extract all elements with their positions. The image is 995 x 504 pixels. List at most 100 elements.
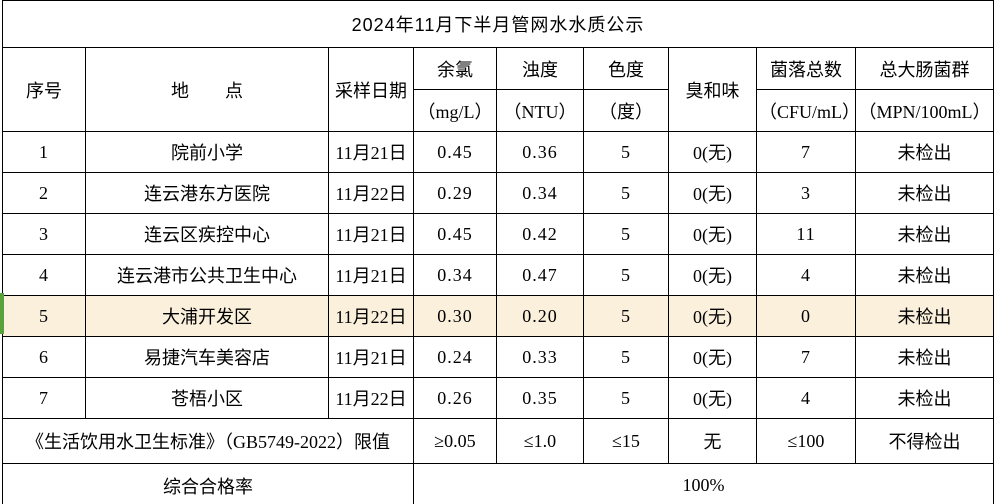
table-row: 7 苍梧小区 11月22日 0.26 0.35 5 0(无) 4 未检出 — [2, 377, 995, 419]
limit-coliform[interactable]: 不得检出 — [854, 418, 995, 464]
page-title: 2024年11月下半月管网水水质公示 — [1, 0, 995, 48]
cell-index[interactable]: 6 — [2, 336, 86, 378]
header-location[interactable]: 地 点 — [85, 47, 329, 132]
cell-location[interactable]: 苍梧小区 — [85, 377, 329, 419]
cell-odor[interactable]: 0(无) — [668, 295, 757, 337]
header-color[interactable]: 色度 — [583, 47, 669, 90]
header-odor[interactable]: 臭和味 — [668, 47, 757, 132]
cell-chlorine[interactable]: 0.26 — [413, 377, 497, 419]
pass-rate-value[interactable]: 100% — [412, 463, 995, 504]
cell-date[interactable]: 11月21日 — [328, 254, 414, 296]
cell-chlorine[interactable]: 0.29 — [413, 172, 497, 214]
header-turbidity[interactable]: 浊度 — [496, 47, 584, 90]
cell-bacteria[interactable]: 3 — [756, 172, 856, 214]
cell-date[interactable]: 11月22日 — [328, 295, 414, 337]
cell-location[interactable]: 连云区疾控中心 — [85, 213, 329, 255]
table-row: 6 易捷汽车美容店 11月21日 0.24 0.33 5 0(无) 7 未检出 — [2, 336, 995, 378]
header-turbidity-unit[interactable]: （NTU） — [496, 89, 584, 132]
cell-coliform[interactable]: 未检出 — [854, 377, 995, 419]
cell-chlorine[interactable]: 0.34 — [413, 254, 497, 296]
cell-color[interactable]: 5 — [583, 377, 669, 419]
cell-color[interactable]: 5 — [583, 336, 669, 378]
standard-limit-row: 《生活饮用水卫生标准》（GB5749-2022）限值 ≥0.05 ≤1.0 ≤1… — [2, 418, 995, 464]
table-row-selected: 5 大浦开发区 11月22日 0.30 0.20 5 0(无) 0 未检出 — [2, 295, 995, 337]
cell-date[interactable]: 11月22日 — [328, 172, 414, 214]
cell-coliform[interactable]: 未检出 — [854, 213, 995, 255]
header-bacteria-unit[interactable]: （CFU/mL） — [756, 89, 856, 132]
cell-coliform[interactable]: 未检出 — [854, 295, 995, 337]
cell-date[interactable]: 11月21日 — [328, 131, 414, 173]
cell-index[interactable]: 7 — [2, 377, 86, 419]
cell-bacteria[interactable]: 7 — [756, 131, 856, 173]
cell-index[interactable]: 4 — [2, 254, 86, 296]
cell-turbidity[interactable]: 0.42 — [496, 213, 584, 255]
cell-odor[interactable]: 0(无) — [668, 254, 757, 296]
cell-location[interactable]: 连云港东方医院 — [85, 172, 329, 214]
header-row-top: 序号 地 点 采样日期 余氯 浊度 色度 臭和味 菌落总数 总大肠菌群 — [2, 47, 995, 132]
cell-bacteria[interactable]: 4 — [756, 377, 856, 419]
cell-turbidity[interactable]: 0.34 — [496, 172, 584, 214]
cell-date[interactable]: 11月21日 — [328, 336, 414, 378]
cell-coliform[interactable]: 未检出 — [854, 131, 995, 173]
cell-bacteria[interactable]: 0 — [756, 295, 856, 337]
table-row: 1 院前小学 11月21日 0.45 0.36 5 0(无) 7 未检出 — [2, 131, 995, 173]
limit-bacteria[interactable]: ≤100 — [756, 418, 856, 464]
table-row: 4 连云港市公共卫生中心 11月21日 0.34 0.47 5 0(无) 4 未… — [2, 254, 995, 296]
header-color-unit[interactable]: （度） — [583, 89, 669, 132]
header-coliform[interactable]: 总大肠菌群 — [854, 47, 995, 90]
cell-location[interactable]: 连云港市公共卫生中心 — [85, 254, 329, 296]
header-index[interactable]: 序号 — [2, 47, 86, 132]
cell-chlorine[interactable]: 0.45 — [413, 131, 497, 173]
cell-coliform[interactable]: 未检出 — [854, 336, 995, 378]
header-chlorine[interactable]: 余氯 — [413, 47, 497, 90]
limit-color[interactable]: ≤15 — [583, 418, 669, 464]
cell-turbidity[interactable]: 0.33 — [496, 336, 584, 378]
limit-label[interactable]: 《生活饮用水卫生标准》（GB5749-2022）限值 — [2, 418, 414, 464]
cell-chlorine[interactable]: 0.30 — [413, 295, 497, 337]
cell-color[interactable]: 5 — [583, 172, 669, 214]
cell-coliform[interactable]: 未检出 — [854, 254, 995, 296]
cell-odor[interactable]: 0(无) — [668, 213, 757, 255]
cell-chlorine[interactable]: 0.24 — [413, 336, 497, 378]
cell-date[interactable]: 11月22日 — [328, 377, 414, 419]
limit-turbidity[interactable]: ≤1.0 — [496, 418, 584, 464]
cell-odor[interactable]: 0(无) — [668, 172, 757, 214]
cell-turbidity[interactable]: 0.47 — [496, 254, 584, 296]
cell-odor[interactable]: 0(无) — [668, 377, 757, 419]
cell-date[interactable]: 11月21日 — [328, 213, 414, 255]
cell-color[interactable]: 5 — [583, 254, 669, 296]
cell-chlorine[interactable]: 0.45 — [413, 213, 497, 255]
table-row: 3 连云区疾控中心 11月21日 0.45 0.42 5 0(无) 11 未检出 — [2, 213, 995, 255]
header-coliform-unit[interactable]: （MPN/100mL） — [854, 89, 995, 132]
cell-turbidity[interactable]: 0.35 — [496, 377, 584, 419]
pass-rate-row: 综合合格率 100% — [2, 463, 995, 504]
header-date[interactable]: 采样日期 — [328, 47, 414, 132]
limit-odor[interactable]: 无 — [668, 418, 757, 464]
pass-rate-label[interactable]: 综合合格率 — [2, 463, 414, 504]
cell-turbidity[interactable]: 0.20 — [496, 295, 584, 337]
cell-location[interactable]: 易捷汽车美容店 — [85, 336, 329, 378]
cell-odor[interactable]: 0(无) — [668, 336, 757, 378]
cell-turbidity[interactable]: 0.36 — [496, 131, 584, 173]
cell-color[interactable]: 5 — [583, 295, 669, 337]
cell-location[interactable]: 院前小学 — [85, 131, 329, 173]
limit-chlorine[interactable]: ≥0.05 — [413, 418, 497, 464]
header-bacteria[interactable]: 菌落总数 — [756, 47, 856, 90]
cell-bacteria[interactable]: 4 — [756, 254, 856, 296]
table-row: 2 连云港东方医院 11月22日 0.29 0.34 5 0(无) 3 未检出 — [2, 172, 995, 214]
cell-color[interactable]: 5 — [583, 213, 669, 255]
cell-coliform[interactable]: 未检出 — [854, 172, 995, 214]
header-chlorine-unit[interactable]: （mg/L） — [413, 89, 497, 132]
cell-bacteria[interactable]: 11 — [756, 213, 856, 255]
cell-index[interactable]: 2 — [2, 172, 86, 214]
cell-odor[interactable]: 0(无) — [668, 131, 757, 173]
cell-index[interactable]: 1 — [2, 131, 86, 173]
cell-bacteria[interactable]: 7 — [756, 336, 856, 378]
cell-index[interactable]: 3 — [2, 213, 86, 255]
cell-color[interactable]: 5 — [583, 131, 669, 173]
cell-location[interactable]: 大浦开发区 — [85, 295, 329, 337]
cell-index[interactable]: 5 — [2, 295, 86, 337]
header-row-units: （mg/L） （NTU） （度） （CFU/mL） （MPN/100mL） — [3, 89, 995, 132]
